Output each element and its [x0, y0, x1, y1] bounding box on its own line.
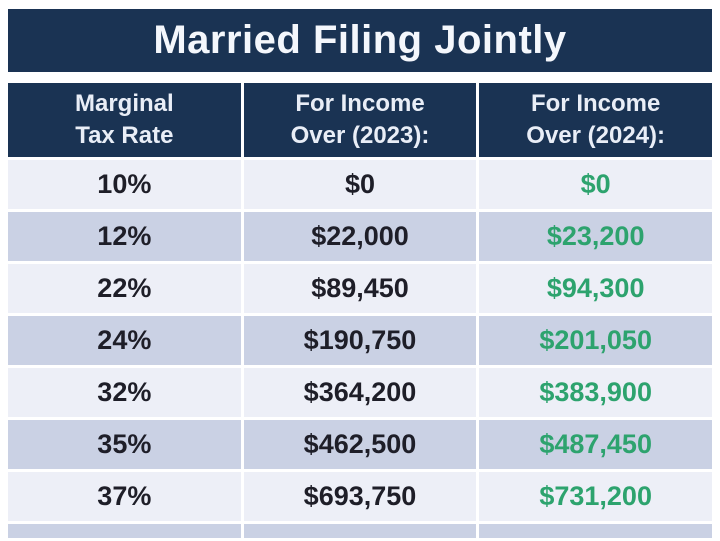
cell-income-2023: $89,450	[243, 264, 477, 313]
header-line: For Income	[530, 90, 661, 118]
cell-income-2023: $693,750	[243, 472, 477, 521]
table-header-row: Marginal Tax Rate For Income Over (2023)…	[8, 83, 712, 157]
table-title: Married Filing Jointly	[153, 18, 567, 62]
tax-table-card: Married Filing Jointly Marginal Tax Rate…	[8, 9, 712, 538]
table-row: 35% $462,500 $487,450	[8, 420, 712, 469]
header-income-2023: For Income Over (2023):	[243, 83, 477, 157]
cell-marginal-rate: 12%	[8, 212, 241, 261]
cell-income-2023: $364,200	[243, 368, 477, 417]
table-rows: 10% $0 $0 12% $22,000 $23,200 22% $89,45…	[8, 160, 712, 521]
header-line: Over (2023):	[290, 122, 430, 149]
cropped-cell	[479, 524, 712, 538]
header-line: Over (2024):	[526, 122, 666, 149]
cell-marginal-rate: 22%	[8, 264, 241, 313]
cell-income-2023: $462,500	[243, 420, 477, 469]
cell-income-2023: $0	[243, 160, 477, 209]
header-line: For Income	[295, 90, 425, 118]
table-row: 22% $89,450 $94,300	[8, 264, 712, 313]
table-row: 32% $364,200 $383,900	[8, 368, 712, 417]
header-income-2024: For Income Over (2024):	[479, 83, 712, 157]
cell-income-2024: $94,300	[479, 264, 712, 313]
cell-income-2024: $201,050	[479, 316, 712, 365]
cell-marginal-rate: 10%	[8, 160, 241, 209]
cropped-cell	[8, 524, 241, 538]
cell-income-2023: $190,750	[243, 316, 477, 365]
cropped-cell	[243, 524, 477, 538]
cell-income-2024: $731,200	[479, 472, 712, 521]
table-row: 12% $22,000 $23,200	[8, 212, 712, 261]
cell-marginal-rate: 24%	[8, 316, 241, 365]
cell-marginal-rate: 37%	[8, 472, 241, 521]
cell-income-2023: $22,000	[243, 212, 477, 261]
header-line: Marginal	[74, 90, 174, 118]
header-marginal-tax-rate: Marginal Tax Rate	[8, 83, 241, 157]
table-row: 10% $0 $0	[8, 160, 712, 209]
cell-income-2024: $0	[479, 160, 712, 209]
cell-income-2024: $487,450	[479, 420, 712, 469]
cell-marginal-rate: 35%	[8, 420, 241, 469]
table-row: 37% $693,750 $731,200	[8, 472, 712, 521]
cell-marginal-rate: 32%	[8, 368, 241, 417]
table-row: 24% $190,750 $201,050	[8, 316, 712, 365]
header-line: Tax Rate	[75, 122, 174, 149]
cell-income-2024: $383,900	[479, 368, 712, 417]
cell-income-2024: $23,200	[479, 212, 712, 261]
table-title-bar: Married Filing Jointly	[8, 9, 712, 72]
cropped-bottom-band	[8, 524, 712, 538]
